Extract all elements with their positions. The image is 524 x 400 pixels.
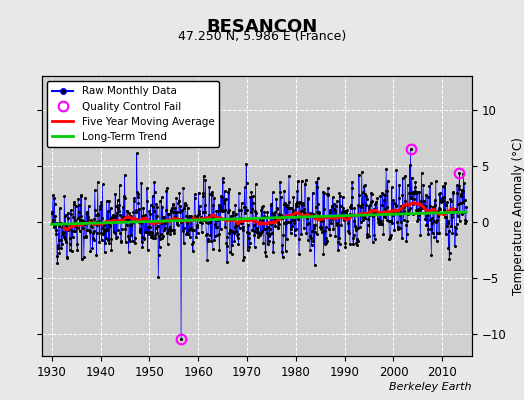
Legend: Raw Monthly Data, Quality Control Fail, Five Year Moving Average, Long-Term Tren: Raw Monthly Data, Quality Control Fail, … <box>47 81 220 147</box>
Text: Berkeley Earth: Berkeley Earth <box>389 382 472 392</box>
Text: 47.250 N, 5.986 E (France): 47.250 N, 5.986 E (France) <box>178 30 346 43</box>
Y-axis label: Temperature Anomaly (°C): Temperature Anomaly (°C) <box>511 137 524 295</box>
Text: BESANCON: BESANCON <box>206 18 318 36</box>
